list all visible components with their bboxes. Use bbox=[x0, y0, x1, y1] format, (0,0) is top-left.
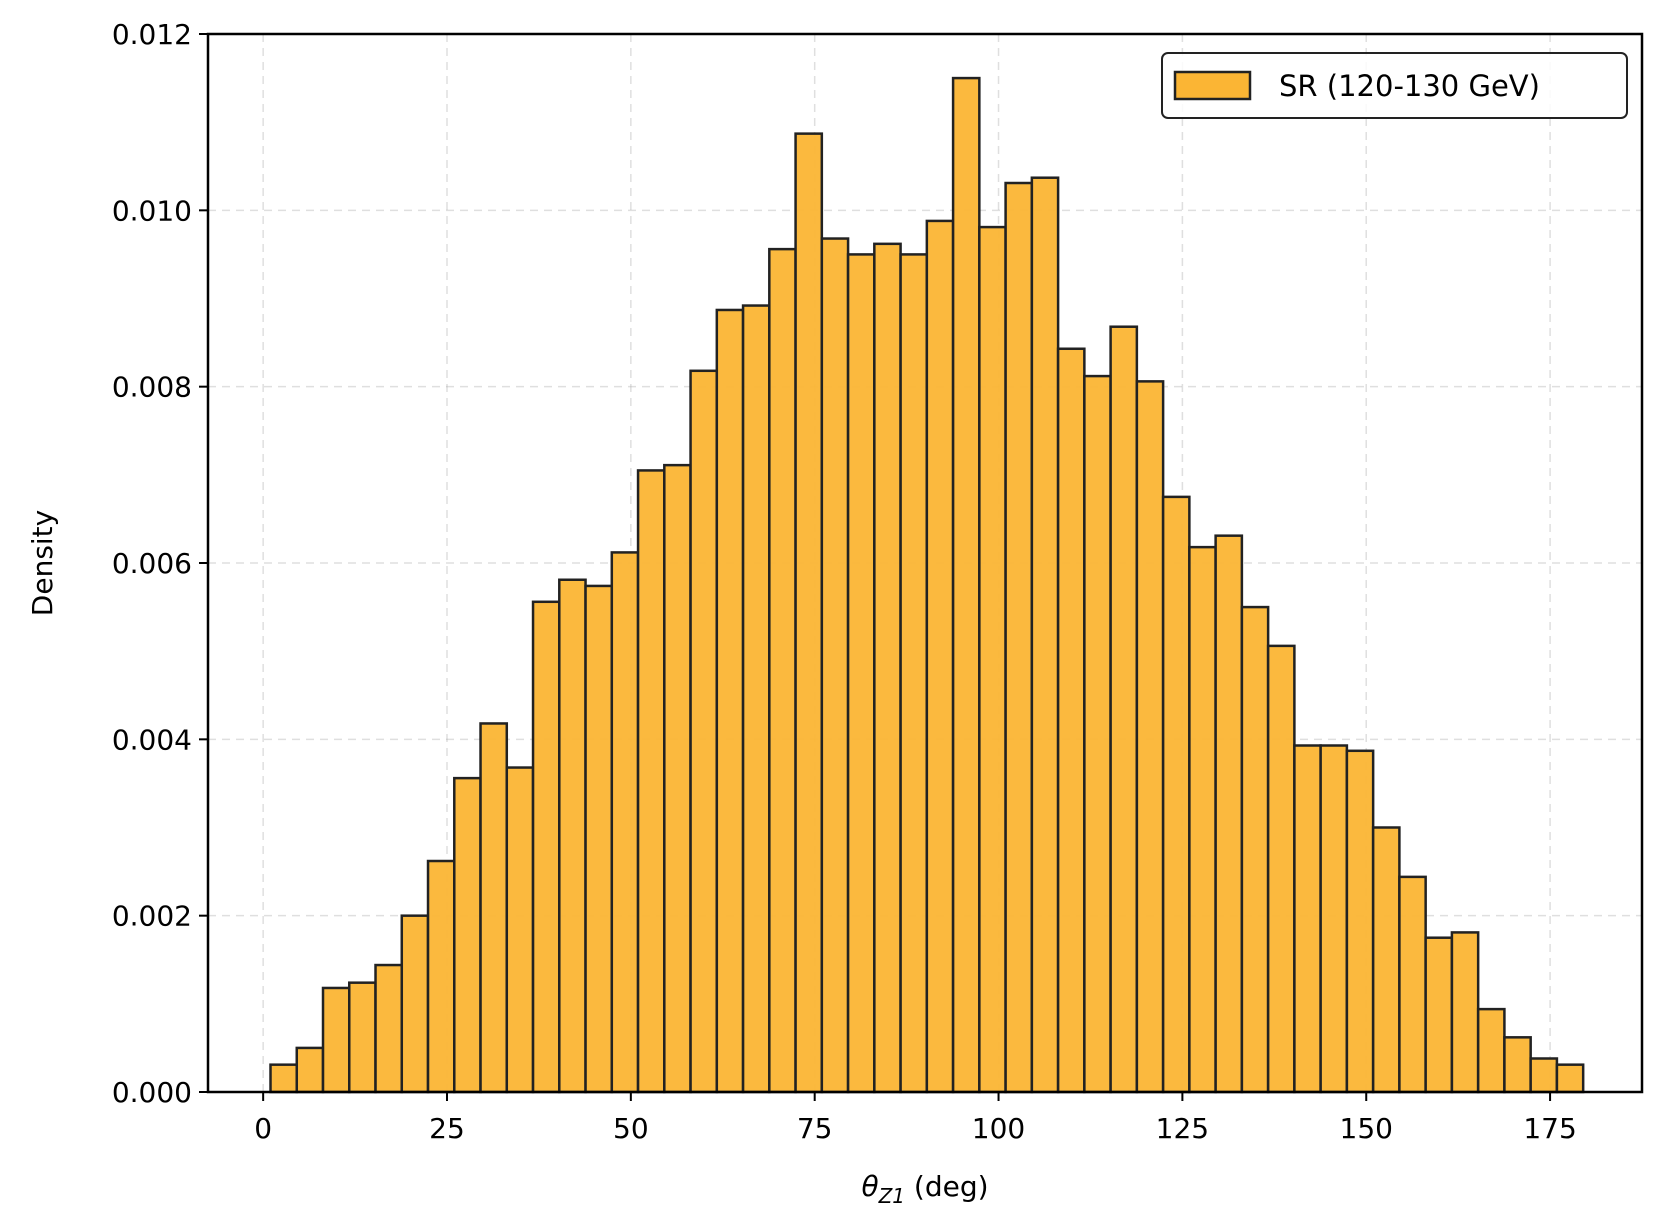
x-tick-label: 75 bbox=[797, 1112, 833, 1145]
histogram-bar bbox=[1083, 374, 1112, 1094]
histogram-bar bbox=[1319, 744, 1349, 1094]
x-axis-ticks: 0 25 50 75 100 125 150 175 bbox=[254, 1092, 1577, 1145]
x-tick-label: 50 bbox=[613, 1112, 649, 1145]
histogram-bar bbox=[400, 914, 430, 1094]
y-tick-label: 0.006 bbox=[112, 547, 192, 580]
y-tick-label: 0.000 bbox=[112, 1076, 192, 1109]
x-tick-label: 100 bbox=[972, 1112, 1025, 1145]
histogram-bar bbox=[1135, 380, 1165, 1094]
histogram-bar bbox=[689, 369, 719, 1094]
histogram-bar bbox=[558, 578, 587, 1094]
histogram-bar bbox=[1214, 534, 1244, 1094]
histogram-bar bbox=[531, 600, 561, 1094]
histogram-bar bbox=[1371, 826, 1401, 1094]
x-axis-label-subscript: Z1 bbox=[878, 1184, 905, 1208]
histogram-bar bbox=[636, 469, 666, 1094]
histogram-bar bbox=[321, 986, 351, 1094]
x-tick-label: 125 bbox=[1156, 1112, 1209, 1145]
histogram-bar bbox=[1503, 1036, 1532, 1094]
x-axis-label-symbol: θ bbox=[861, 1170, 878, 1203]
y-tick-label: 0.002 bbox=[112, 900, 192, 933]
y-tick-label: 0.012 bbox=[112, 18, 192, 51]
y-tick-label: 0.004 bbox=[112, 723, 192, 756]
histogram-bar bbox=[1476, 1007, 1506, 1094]
x-axis-label-unit: (deg) bbox=[905, 1170, 989, 1203]
histogram-bar bbox=[1555, 1063, 1585, 1094]
histogram-bar bbox=[663, 463, 692, 1094]
histogram-bar bbox=[1240, 605, 1270, 1094]
histogram-bar bbox=[453, 776, 482, 1094]
histogram-bar bbox=[925, 219, 955, 1094]
histogram-bar bbox=[794, 132, 824, 1094]
histogram-bar bbox=[978, 225, 1007, 1094]
histogram-bar bbox=[741, 304, 771, 1094]
x-tick-label: 0 bbox=[254, 1112, 272, 1145]
histogram-bar bbox=[426, 859, 456, 1094]
histogram-bar bbox=[1109, 325, 1139, 1094]
legend: SR (120-130 GeV) bbox=[1161, 52, 1628, 119]
y-tick-label: 0.008 bbox=[112, 371, 192, 404]
histogram-bar bbox=[1004, 181, 1034, 1094]
y-tick-label: 0.010 bbox=[112, 194, 192, 227]
histogram-bar bbox=[610, 551, 640, 1094]
histogram-bar bbox=[951, 76, 981, 1094]
histogram-bar bbox=[1030, 176, 1060, 1094]
histogram-bar bbox=[1450, 931, 1480, 1094]
histogram-bar bbox=[479, 722, 509, 1094]
histogram-bar bbox=[348, 981, 377, 1094]
histogram-bar bbox=[873, 242, 902, 1094]
histogram-bar bbox=[1056, 347, 1086, 1094]
histogram-bar bbox=[374, 963, 404, 1094]
histogram-bar bbox=[1529, 1057, 1559, 1094]
histogram-bar bbox=[768, 247, 797, 1094]
histogram-bar bbox=[820, 237, 850, 1094]
x-tick-label: 25 bbox=[429, 1112, 465, 1145]
x-tick-label: 150 bbox=[1340, 1112, 1393, 1145]
histogram-bar bbox=[584, 584, 614, 1094]
y-axis-label: Density bbox=[26, 510, 59, 616]
histogram-bar bbox=[1161, 495, 1191, 1094]
legend-box bbox=[1161, 52, 1628, 119]
x-tick-label: 175 bbox=[1523, 1112, 1576, 1145]
histogram-bar bbox=[846, 253, 876, 1094]
x-axis-label: θZ1 (deg) bbox=[861, 1170, 988, 1208]
histogram-bar bbox=[1293, 744, 1322, 1094]
histogram-bar bbox=[1398, 875, 1427, 1094]
histogram-bar bbox=[269, 1063, 299, 1094]
legend-entry-label: SR (120-130 GeV) bbox=[1279, 69, 1540, 103]
histogram-bar bbox=[505, 766, 535, 1094]
histogram-bar bbox=[1188, 545, 1217, 1094]
legend-swatch bbox=[1173, 70, 1252, 101]
histogram-bar bbox=[295, 1046, 325, 1094]
histogram-bar bbox=[899, 253, 929, 1094]
histogram-bar bbox=[1345, 749, 1375, 1094]
y-axis-ticks: 0.000 0.002 0.004 0.006 0.008 0.010 0.012 bbox=[112, 18, 208, 1109]
histogram-bar bbox=[1266, 644, 1296, 1094]
histogram-bar bbox=[1424, 936, 1454, 1094]
histogram-bar bbox=[715, 308, 745, 1094]
